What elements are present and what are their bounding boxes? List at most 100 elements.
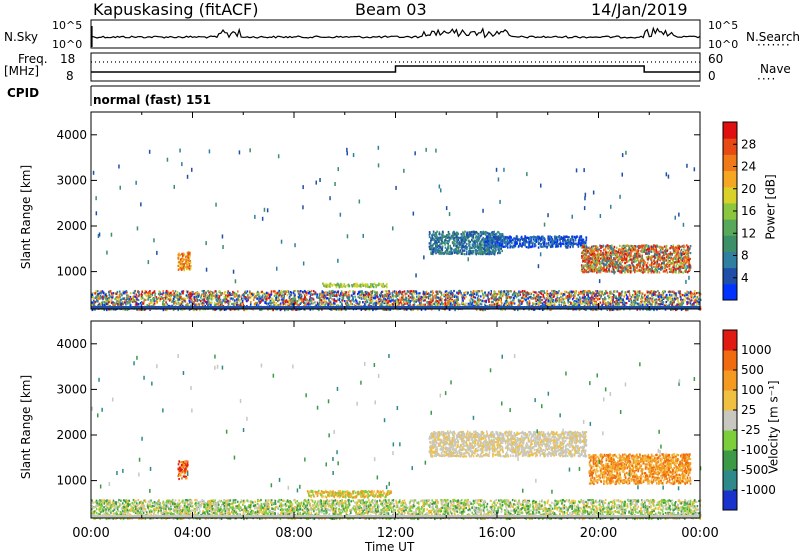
heat-cell: [641, 261, 644, 264]
heat-cell: [583, 264, 585, 268]
heat-cell: [441, 252, 443, 255]
heat-cell: [626, 265, 628, 268]
heat-cell: [675, 268, 677, 271]
heat-cell: [507, 293, 510, 296]
heat-cell: [469, 240, 471, 243]
heat-cell: [473, 241, 475, 244]
heat-cell: [561, 242, 563, 245]
heat-cell: [488, 253, 490, 256]
heat-cell: [594, 245, 597, 248]
heat-cell: [446, 241, 448, 245]
heat-cell: [297, 295, 299, 298]
nsky-label: N.Sky: [4, 30, 39, 44]
heat-cell: [596, 260, 598, 263]
nsky-trace: [90, 26, 701, 47]
heat-cell: [339, 300, 342, 304]
heat-cell: [436, 230, 438, 233]
heat-cell: [457, 296, 459, 299]
heat-cell: [559, 237, 562, 240]
heat-cell: [469, 232, 471, 236]
heat-cell: [433, 239, 436, 242]
heat-cell: [506, 236, 509, 239]
heat-cell: [498, 252, 501, 255]
heat-cell: [679, 261, 681, 264]
heat-cell: [654, 261, 656, 264]
heat-cell: [616, 269, 619, 272]
heat-cell: [669, 251, 672, 254]
heat-cell: [654, 256, 657, 259]
heat-cell: [343, 284, 345, 287]
heat-cell: [492, 301, 494, 304]
heat-cell: [580, 244, 583, 247]
heat-cell: [474, 239, 476, 242]
freq-right-tick-top: 60: [708, 52, 724, 66]
heat-cell: [329, 284, 332, 287]
heat-cell: [152, 297, 154, 300]
heat-cell: [643, 263, 646, 266]
heat-cell: [461, 239, 463, 242]
heat-cell: [471, 240, 474, 243]
heat-cell: [670, 267, 673, 270]
heat-cell: [441, 239, 443, 242]
heat-cell: [372, 290, 375, 293]
heat-cell: [674, 270, 676, 273]
heat-cell: [338, 286, 341, 289]
heat-cell: [463, 237, 465, 240]
heat-cell: [493, 244, 496, 247]
heat-cell: [638, 269, 640, 272]
heat-cell: [558, 236, 561, 239]
heat-cell: [595, 246, 597, 249]
heat-cell: [495, 244, 497, 247]
heat-cell: [648, 290, 650, 293]
heat-cell: [568, 242, 570, 246]
heat-cell: [459, 303, 461, 306]
heat-cell: [439, 243, 441, 246]
heat-cell: [433, 251, 435, 254]
heat-cell: [444, 298, 446, 302]
heat-cell: [475, 246, 477, 249]
heat-cell: [494, 237, 496, 240]
heat-cell: [179, 263, 181, 266]
heat-cell: [277, 304, 279, 307]
heat-cell: [463, 297, 466, 300]
heat-cell: [579, 243, 582, 246]
heat-cell: [440, 250, 442, 253]
heat-cell: [583, 249, 585, 252]
heat-cell: [514, 239, 517, 242]
heat-cell: [551, 245, 554, 248]
heat-cell: [600, 250, 602, 253]
heat-cell: [616, 255, 619, 258]
heat-cell: [592, 247, 594, 250]
heat-cell: [597, 266, 600, 269]
heat-cell: [375, 302, 377, 305]
heat-cell: [513, 237, 515, 240]
heat-cell: [602, 268, 605, 271]
heat-cell: [446, 233, 449, 237]
heat-cell: [495, 240, 497, 243]
heat-cell: [652, 248, 655, 251]
heat-cell: [450, 234, 453, 237]
heat-cell: [479, 246, 481, 249]
heat-cell: [656, 270, 659, 273]
heat-cell: [540, 237, 542, 240]
heat-cell: [460, 252, 463, 255]
heat-cell: [523, 241, 525, 244]
heat-cell: [679, 245, 682, 248]
heat-cell: [584, 270, 587, 273]
heat-cell: [297, 292, 300, 295]
heat-cell: [640, 295, 643, 298]
heat-cell: [125, 290, 128, 293]
heat-cell: [475, 235, 478, 238]
heat-cell: [474, 296, 476, 299]
heat-cell: [663, 263, 665, 266]
heat-cell: [588, 246, 591, 249]
heat-cell: [201, 303, 204, 306]
heat-cell: [440, 241, 443, 244]
heat-cell: [590, 262, 592, 265]
heat-cell: [537, 240, 539, 243]
heat-cell: [663, 256, 666, 260]
heat-cell: [680, 248, 683, 251]
heat-cell: [585, 251, 588, 254]
heat-cell: [460, 233, 463, 236]
heat-cell: [660, 266, 662, 269]
